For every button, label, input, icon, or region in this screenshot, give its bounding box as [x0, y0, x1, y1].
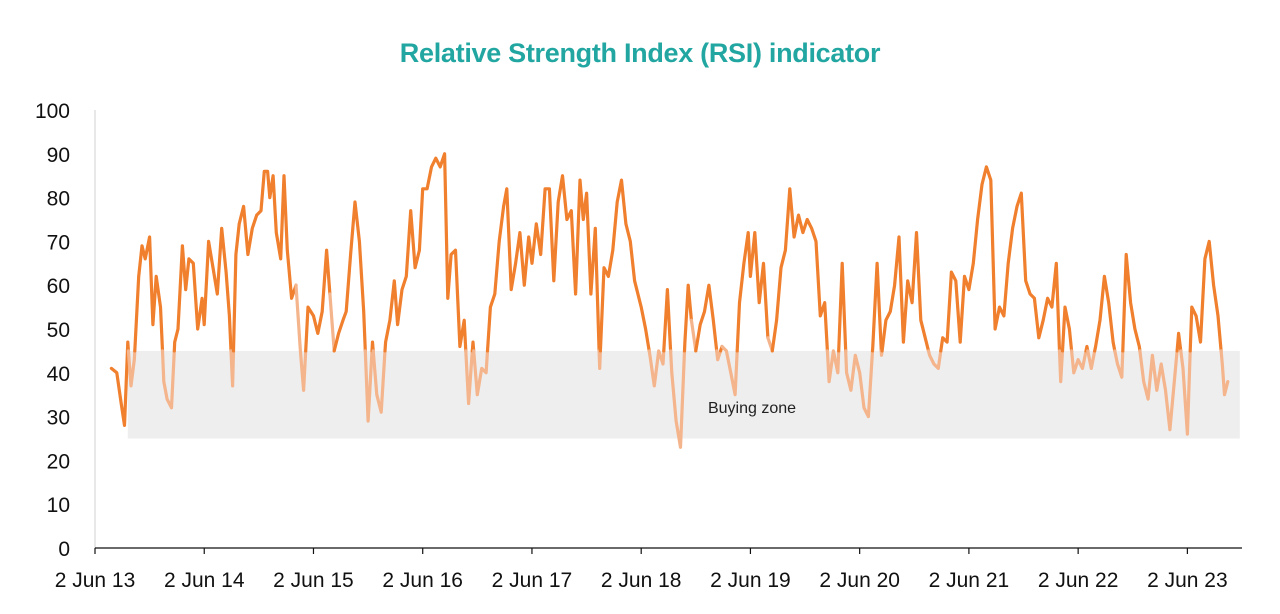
rsi-line-segment: [939, 165, 1062, 353]
rsi-line-segment-buying-zone: [1057, 349, 1065, 384]
x-tick-label: 2 Jun 21: [929, 569, 1010, 592]
rsi-line-segment-buying-zone: [126, 349, 137, 388]
x-tick-label: 2 Jun 15: [273, 569, 354, 592]
rsi-line-segment-buying-zone: [328, 292, 336, 353]
rsi-line-segment: [837, 261, 848, 353]
y-tick-label: 0: [58, 538, 70, 561]
rsi-line-segment: [383, 152, 468, 353]
rsi-line-segment-buying-zone: [720, 344, 739, 397]
y-tick-label: 50: [47, 319, 70, 342]
rsi-line-segment-buying-zone: [160, 349, 176, 410]
x-tick-label: 2 Jun 20: [819, 569, 900, 592]
rsi-line-segment-buying-zone: [597, 349, 602, 370]
y-tick-label: 10: [47, 494, 70, 517]
rsi-line-segment: [735, 231, 770, 353]
rsi-line-segment: [304, 248, 332, 353]
rsi-line-segment: [770, 187, 829, 353]
rsi-line-segment: [485, 174, 601, 353]
rsi-line-segment: [1121, 252, 1142, 353]
rsi-line-segment: [880, 231, 931, 353]
rsi-line-segment: [694, 283, 719, 353]
rsi-line-segment-buying-zone: [371, 349, 387, 414]
rsi-line-segment: [598, 178, 651, 353]
rsi-line-segment-buying-zone: [647, 349, 666, 388]
rsi-line-segment: [662, 288, 673, 353]
y-tick-label: 60: [47, 275, 70, 298]
rsi-line-segment: [370, 340, 375, 353]
rsi-line-segment-buying-zone: [926, 349, 943, 370]
rsi-line-segment-buying-zone: [294, 283, 308, 392]
rsi-line-segment: [1060, 305, 1074, 353]
rsi-line-segment: [682, 283, 693, 353]
buying-zone-label: Buying zone: [708, 400, 796, 417]
rsi-line-segment: [870, 261, 883, 353]
x-tick-label: 2 Jun 23: [1147, 569, 1228, 592]
x-tick-label: 2 Jun 19: [710, 569, 791, 592]
x-tick-label: 2 Jun 13: [55, 569, 136, 592]
x-tick-label: 2 Jun 16: [382, 569, 463, 592]
y-tick-label: 40: [47, 363, 70, 386]
x-tick-label: 2 Jun 22: [1038, 569, 1119, 592]
rsi-line-segment-buying-zone: [472, 349, 490, 397]
rsi-line-segment-buying-zone: [715, 349, 723, 362]
rsi-line-segment: [133, 235, 165, 353]
rsi-line-segment-buying-zone: [363, 349, 374, 423]
rsi-line-segment-buying-zone: [1138, 349, 1179, 432]
rsi-line-segment-buying-zone: [825, 349, 841, 384]
y-tick-label: 90: [47, 144, 70, 167]
rsi-line-segment: [109, 340, 130, 427]
x-tick-label: 2 Jun 17: [492, 569, 573, 592]
rsi-line-segment: [1188, 239, 1223, 353]
rsi-line-segment: [1175, 331, 1183, 353]
rsi-line-segment-buying-zone: [229, 349, 236, 388]
rsi-line-segment: [172, 226, 233, 353]
rsi-line-segment: [1093, 274, 1117, 353]
rsi-line-segment-buying-zone: [1179, 349, 1192, 436]
y-tick-label: 20: [47, 450, 70, 473]
y-tick-label: 30: [47, 407, 70, 430]
y-tick-label: 70: [47, 231, 70, 254]
rsi-line-segment-buying-zone: [669, 349, 687, 449]
chart-title: Relative Strength Index (RSI) indicator: [399, 38, 881, 68]
y-tick-label: 80: [47, 188, 70, 211]
rsi-line-segment-buying-zone: [1070, 349, 1088, 375]
rsi-line-segment: [332, 200, 367, 353]
x-tick-label: 2 Jun 18: [601, 569, 682, 592]
rsi-line-segment: [231, 169, 298, 353]
rsi-line-segment-buying-zone: [1219, 349, 1230, 397]
rsi-line-segment-buying-zone: [844, 349, 875, 419]
rsi-line-segment-buying-zone: [1113, 349, 1125, 379]
rsi-line-segment-buying-zone: [464, 349, 474, 406]
y-tick-label: 100: [35, 100, 70, 123]
rsi-line-segment-buying-zone: [1086, 349, 1097, 370]
x-tick-label: 2 Jun 14: [164, 569, 245, 592]
rsi-line-segment: [470, 340, 476, 353]
